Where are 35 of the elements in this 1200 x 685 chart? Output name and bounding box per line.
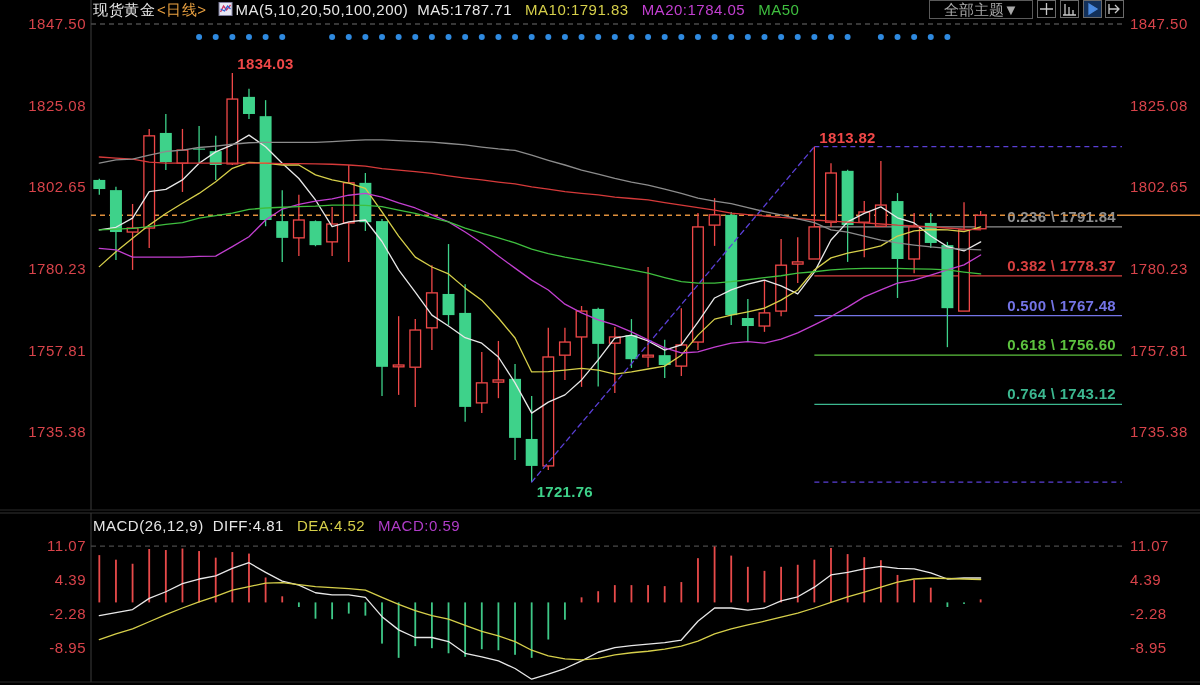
y2-tick-label: 1825.08 — [1130, 96, 1188, 114]
y2-tick-label: 1847.50 — [1130, 15, 1188, 33]
text: 1813.82 — [819, 128, 876, 146]
y2-tick-label: 1735.38 — [1130, 423, 1188, 441]
y2-tick-label: -8.95 — [1130, 638, 1167, 656]
y-tick-label: 4.39 — [54, 571, 86, 589]
y2-tick-label: 1780.23 — [1130, 260, 1188, 278]
legend: MACD(26,12,9) DIFF:4.81 DEA:4.52 — [93, 517, 366, 534]
y2-tick-label: 4.39 — [1130, 571, 1162, 589]
y-tick-label: 1735.38 — [28, 423, 86, 441]
y2-tick-label: 1802.65 — [1130, 178, 1188, 196]
y2-tick-label: 11.07 — [1130, 537, 1169, 555]
legend-title: MA(5,10,20,50,100,200) — [235, 1, 409, 18]
y2-tick-label: 1757.81 — [1130, 341, 1188, 359]
y-tick-label: 1780.23 — [28, 260, 86, 278]
chart-subtitle: <日线> — [157, 1, 207, 18]
annotation: MACD:0.59 — [378, 517, 461, 534]
ref-line-label: 0.382 \ 1778.37 — [1007, 256, 1116, 274]
y-tick-label: 11.07 — [47, 537, 86, 555]
y2-tick-label: -2.28 — [1130, 605, 1167, 622]
y-tick-label: -8.95 — [49, 638, 86, 656]
ref-line-label: 0.236 \ 1791.84 — [1007, 207, 1117, 225]
legend: MA(5,10,20,50,100,200) MA5:1787.71 MA10:1791.83 MA20:1784.05 MA50 — [218, 1, 800, 18]
y-tick-label: 1757.81 — [28, 341, 86, 359]
button: 全部主题▼ — [929, 0, 1033, 19]
text: 1834.03 — [237, 55, 294, 73]
text: 1721.76 — [536, 483, 593, 501]
ref-line-label: 0.764 \ 1743.12 — [1007, 385, 1116, 403]
y-tick-label: -2.28 — [49, 605, 86, 622]
ref-line-label: 0.500 \ 1767.48 — [1007, 296, 1116, 314]
chart-title: 现货黄金 — [93, 1, 155, 18]
y-tick-label: 1802.65 — [28, 178, 86, 196]
y-tick-label: 1847.50 — [28, 15, 86, 33]
ref-line-label: 0.618 \ 1756.60 — [1007, 336, 1116, 354]
y-tick-label: 1825.08 — [28, 96, 86, 114]
